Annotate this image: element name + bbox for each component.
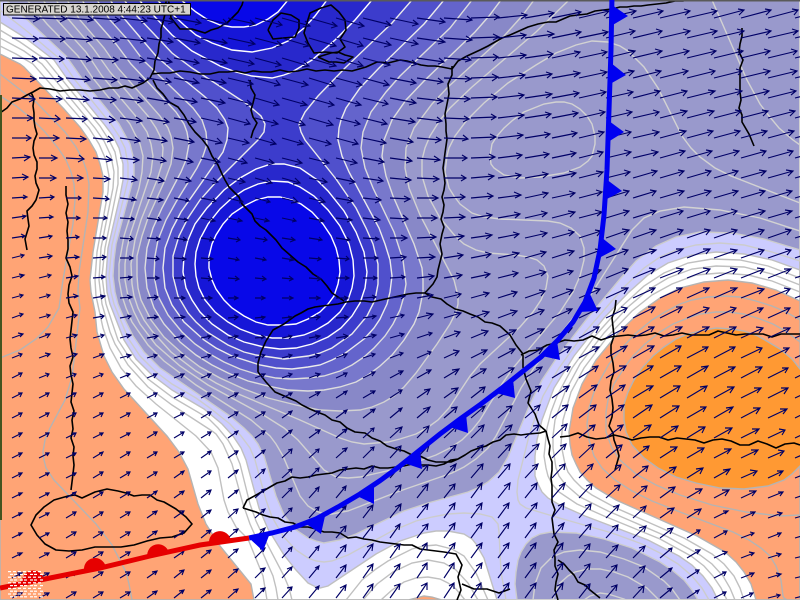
svg-text:GENERATED 13.1.2008 4:44:23 UT: GENERATED 13.1.2008 4:44:23 UTC+1 xyxy=(6,5,186,16)
